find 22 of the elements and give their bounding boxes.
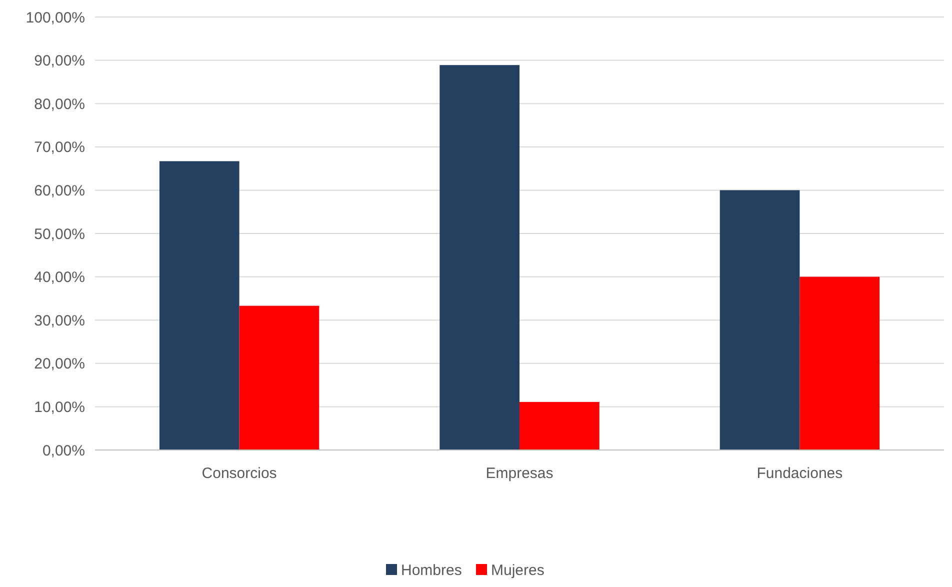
y-tick-label: 40,00% bbox=[34, 269, 85, 286]
bar bbox=[720, 190, 800, 450]
y-tick-label: 100,00% bbox=[26, 9, 85, 26]
bar bbox=[239, 306, 320, 450]
x-tick-label: Consorcios bbox=[202, 465, 277, 482]
y-tick-label: 90,00% bbox=[34, 52, 85, 70]
bar bbox=[800, 276, 880, 450]
bar bbox=[159, 161, 240, 450]
bar bbox=[520, 402, 600, 450]
y-tick-label: 0,00% bbox=[42, 442, 85, 460]
y-tick-label: 50,00% bbox=[34, 226, 85, 243]
x-tick-label: Empresas bbox=[486, 465, 554, 482]
y-tick-label: 80,00% bbox=[34, 96, 85, 113]
bar bbox=[440, 65, 520, 450]
legend-label: Mujeres bbox=[491, 562, 544, 579]
y-tick-label: 20,00% bbox=[34, 356, 85, 373]
x-tick-label: Fundaciones bbox=[756, 465, 843, 482]
y-tick-label: 60,00% bbox=[34, 182, 85, 200]
y-tick-label: 10,00% bbox=[34, 398, 85, 416]
y-tick-label: 70,00% bbox=[34, 139, 85, 156]
legend-label: Hombres bbox=[401, 562, 462, 579]
y-tick-label: 30,00% bbox=[34, 312, 85, 330]
